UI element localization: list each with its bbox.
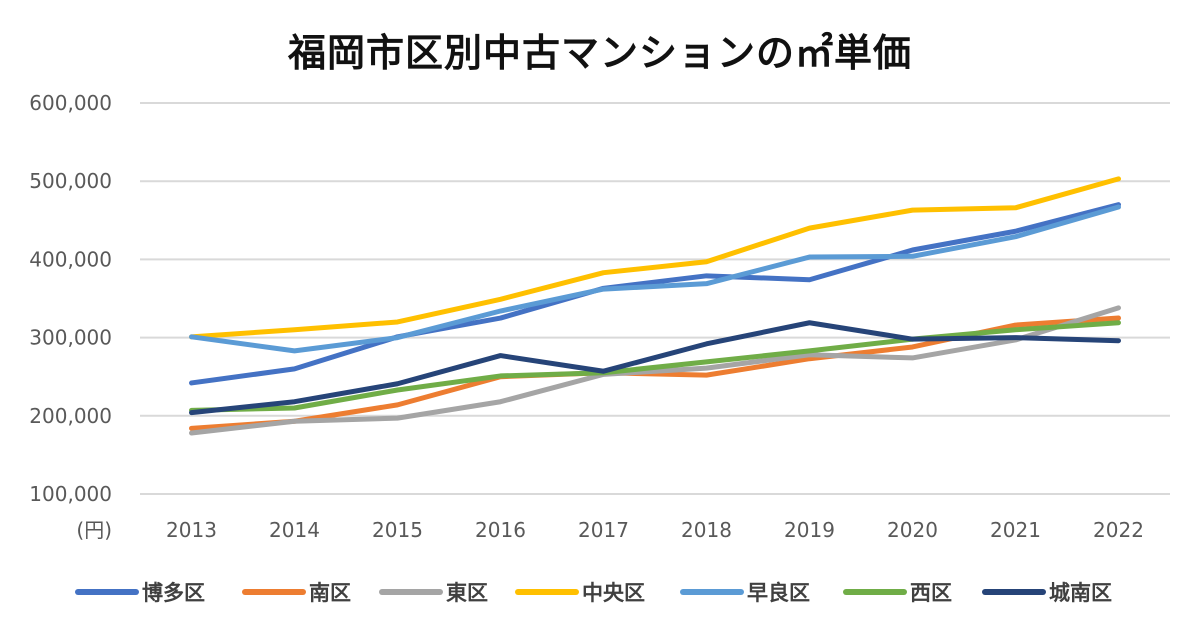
legend-label: 南区 <box>309 581 351 605</box>
legend-label: 城南区 <box>1049 581 1112 605</box>
legend-label: 博多区 <box>142 581 205 605</box>
series-line-西区 <box>189 320 1121 413</box>
y-tick-label: 400,000 <box>29 247 112 271</box>
chart-title: 福岡市区別中古マンションの㎡単価 <box>287 31 912 75</box>
y-tick-label: 200,000 <box>29 404 112 428</box>
y-tick-label: 300,000 <box>29 326 112 350</box>
legend-label: 東区 <box>446 581 488 605</box>
y-tick-label: 500,000 <box>29 169 112 193</box>
x-tick-label: 2019 <box>784 518 835 542</box>
x-tick-label: 2017 <box>578 518 629 542</box>
legend-label: 中央区 <box>582 581 645 605</box>
series-line-東区 <box>189 305 1121 436</box>
series-line-城南区 <box>189 320 1121 416</box>
y-tick-label: 100,000 <box>29 482 112 506</box>
x-tick-label: 2014 <box>269 518 320 542</box>
x-tick-label: 2022 <box>1093 518 1144 542</box>
series-line-早良区 <box>189 204 1121 354</box>
legend-label: 西区 <box>910 581 952 605</box>
legend-label: 早良区 <box>747 581 810 605</box>
x-tick-label: 2018 <box>681 518 732 542</box>
series-line-中央区 <box>189 176 1121 340</box>
y-axis-unit-label: (円) <box>76 518 112 542</box>
x-tick-label: 2020 <box>887 518 938 542</box>
x-tick-label: 2013 <box>166 518 217 542</box>
series-line-博多区 <box>189 202 1121 386</box>
x-tick-label: 2021 <box>990 518 1041 542</box>
x-tick-label: 2015 <box>372 518 423 542</box>
y-tick-label: 600,000 <box>29 91 112 115</box>
x-tick-label: 2016 <box>475 518 526 542</box>
